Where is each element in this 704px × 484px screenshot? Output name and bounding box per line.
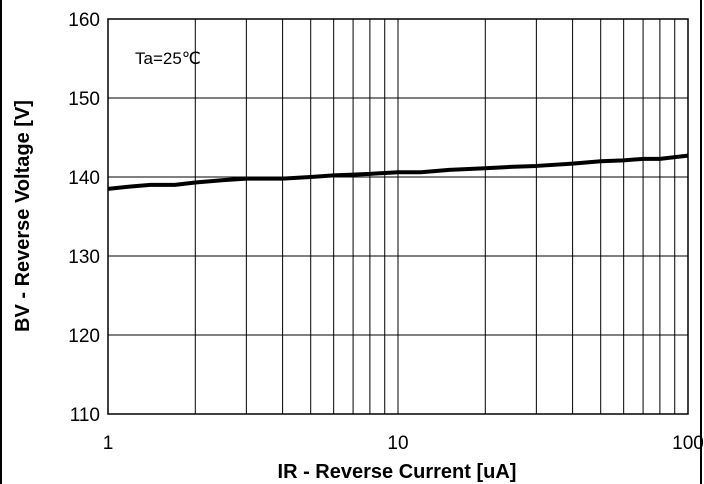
y-tick-label: 120 [68,326,100,347]
x-axis-label: IR - Reverse Current [uA] [278,461,517,483]
y-tick-label: 130 [68,247,100,268]
y-tick-label: 150 [68,89,100,110]
y-tick-label: 160 [68,10,100,31]
y-tick-label: 110 [70,405,100,426]
y-tick-label: 140 [68,168,100,189]
y-axis-label: BV - Reverse Voltage [V] [12,100,34,332]
chart-annotation: Ta=25℃ [135,49,201,68]
series-group [107,153,689,191]
x-tick-label: 10 [387,433,408,454]
plot-area [107,18,689,415]
grid [107,18,688,415]
series-line [107,153,689,191]
x-tick-label: 100 [672,433,704,454]
x-tick-label: 1 [103,433,114,454]
